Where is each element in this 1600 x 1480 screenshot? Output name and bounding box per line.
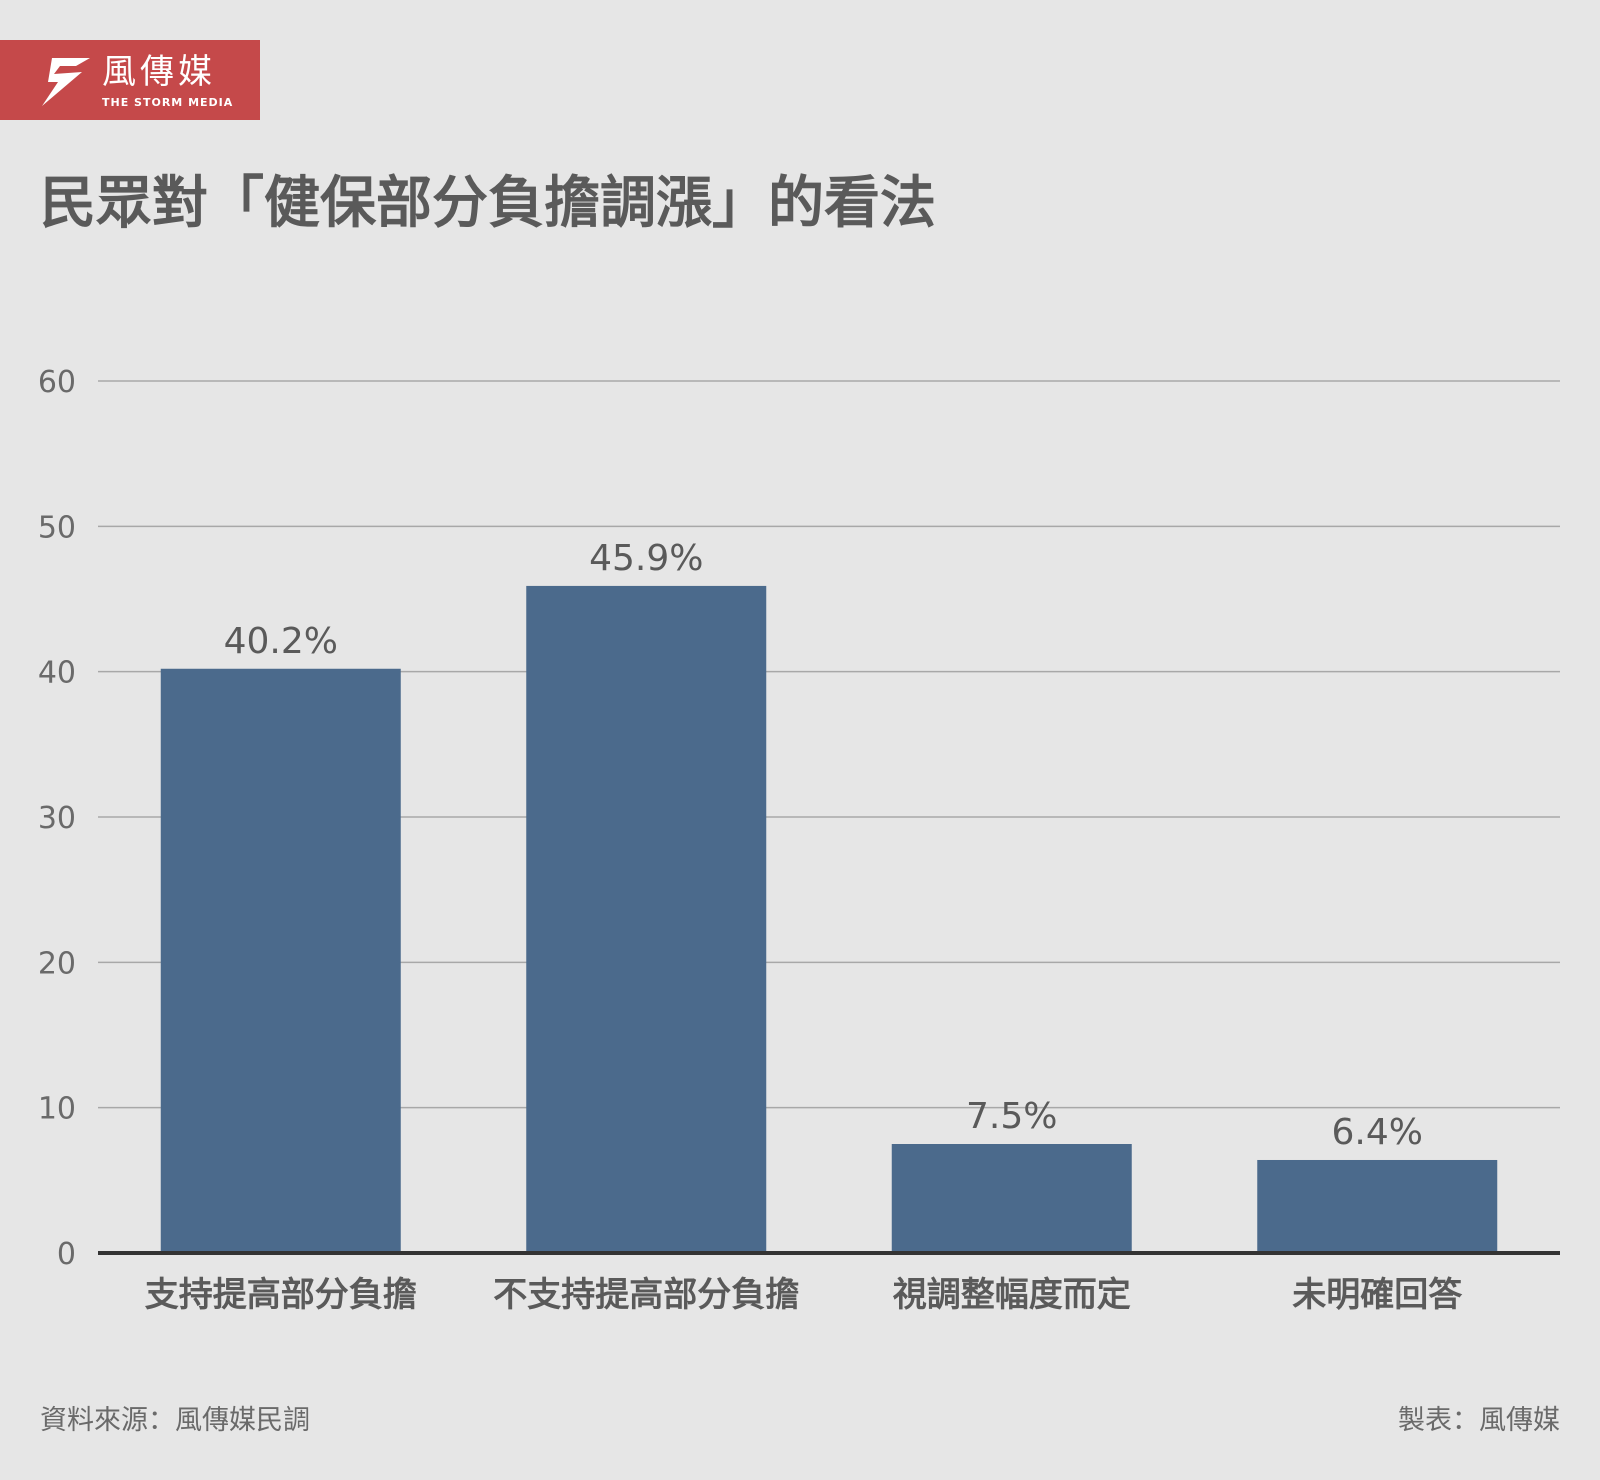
- y-tick-label: 10: [38, 1092, 76, 1127]
- brand-logo: 風傳媒 THE STORM MEDIA: [0, 40, 260, 120]
- source-note: 資料來源：風傳媒民調: [40, 1405, 310, 1436]
- data-label: 45.9%: [589, 538, 703, 579]
- data-label: 40.2%: [224, 621, 338, 662]
- bar: [160, 668, 401, 1253]
- bar: [891, 1144, 1132, 1253]
- y-tick-label: 40: [38, 656, 76, 691]
- storm-logo-icon: [42, 58, 90, 106]
- chart-title: 民眾對「健保部分負擔調漲」的看法: [40, 171, 936, 236]
- y-tick-label: 30: [38, 801, 76, 836]
- y-tick-label: 0: [57, 1237, 76, 1272]
- data-label: 6.4%: [1332, 1112, 1423, 1153]
- x-tick-label: 支持提高部分負擔: [145, 1275, 417, 1315]
- credit-note: 製表：風傳媒: [1398, 1405, 1560, 1436]
- data-label: 7.5%: [966, 1096, 1057, 1137]
- x-tick-label: 視調整幅度而定: [893, 1275, 1131, 1315]
- brand-name-cn: 風傳媒: [102, 52, 216, 92]
- bar: [1257, 1159, 1498, 1253]
- y-tick-label: 20: [38, 946, 76, 981]
- x-tick-label: 不支持提高部分負擔: [493, 1275, 799, 1315]
- y-tick-label: 50: [38, 510, 76, 545]
- x-tick-label: 未明確回答: [1292, 1275, 1463, 1315]
- brand-name-en: THE STORM MEDIA: [102, 96, 234, 109]
- bar: [526, 585, 767, 1253]
- bar-chart: 0 10 20 30 40 50 60 40.2% 支持提高部分負擔 45.9% 不支持提高部分負擔…: [38, 365, 1560, 1315]
- y-tick-label: 60: [38, 365, 76, 400]
